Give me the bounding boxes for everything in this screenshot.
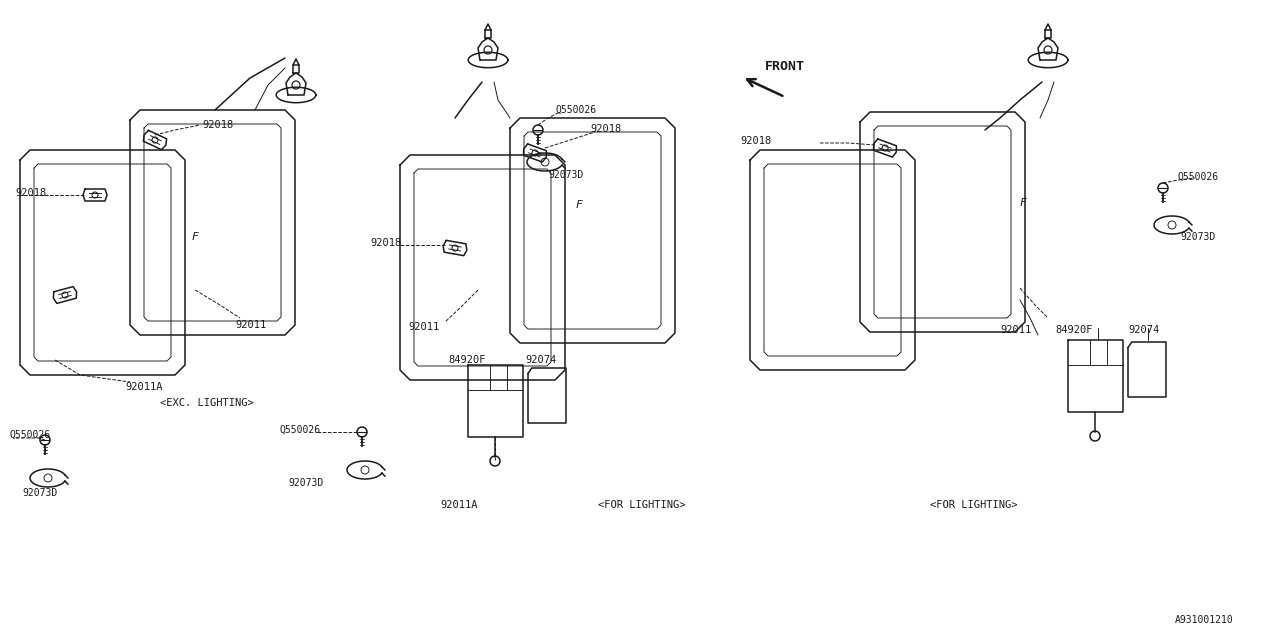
Text: Q550026: Q550026 <box>10 430 51 440</box>
Text: 92073D: 92073D <box>288 478 324 488</box>
Text: 92074: 92074 <box>1128 325 1160 335</box>
Text: 92018: 92018 <box>202 120 233 130</box>
Text: <FOR LIGHTING>: <FOR LIGHTING> <box>931 500 1018 510</box>
Text: 92018: 92018 <box>590 124 621 134</box>
Text: 92011A: 92011A <box>125 382 163 392</box>
Text: F: F <box>1020 198 1027 208</box>
Text: 92011: 92011 <box>408 322 439 332</box>
Text: 92011: 92011 <box>1000 325 1032 335</box>
Text: Q550026: Q550026 <box>1178 172 1219 182</box>
Text: 92018: 92018 <box>740 136 772 146</box>
Text: F: F <box>192 232 198 242</box>
Text: <FOR LIGHTING>: <FOR LIGHTING> <box>598 500 686 510</box>
Text: F: F <box>575 200 581 210</box>
Text: Q550026: Q550026 <box>280 425 321 435</box>
Text: 92074: 92074 <box>525 355 557 365</box>
Text: 92018: 92018 <box>370 238 401 248</box>
Text: A931001210: A931001210 <box>1175 615 1234 625</box>
Text: Q550026: Q550026 <box>556 105 598 115</box>
Text: 92018: 92018 <box>15 188 46 198</box>
Text: 92073D: 92073D <box>548 170 584 180</box>
Text: 84920F: 84920F <box>1055 325 1093 335</box>
Text: 92011A: 92011A <box>440 500 477 510</box>
Text: 92073D: 92073D <box>22 488 58 498</box>
Text: 92073D: 92073D <box>1180 232 1215 242</box>
Text: 92011: 92011 <box>236 320 266 330</box>
Text: FRONT: FRONT <box>765 60 805 73</box>
Text: <EXC. LIGHTING>: <EXC. LIGHTING> <box>160 398 253 408</box>
Text: 84920F: 84920F <box>448 355 485 365</box>
